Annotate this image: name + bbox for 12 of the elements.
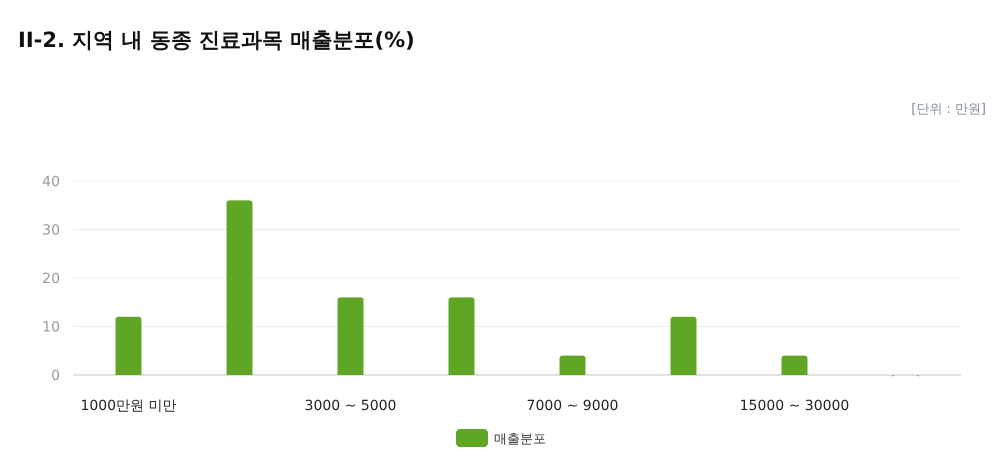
text: [단위 : 만원] (911, 102, 986, 117)
x-tick-label: 15000 ~ 30000 (740, 398, 850, 414)
y-tick-label: 30 (42, 222, 60, 238)
y-tick-label: 0 (51, 368, 60, 384)
x-tick-label: 1000만원 미만 (80, 398, 177, 414)
y-tick-label: 20 (42, 271, 60, 287)
legend-label: 매출분포 (494, 432, 546, 447)
chart-title: II-2. 지역 내 동종 진료과목 매출분포(%) (18, 28, 415, 52)
y-tick-label: 10 (42, 320, 60, 336)
x-tick-label: 3000 ~ 5000 (304, 398, 396, 414)
y-tick-label: 40 (42, 174, 60, 190)
x-tick-label: 7000 ~ 9000 (526, 398, 618, 414)
